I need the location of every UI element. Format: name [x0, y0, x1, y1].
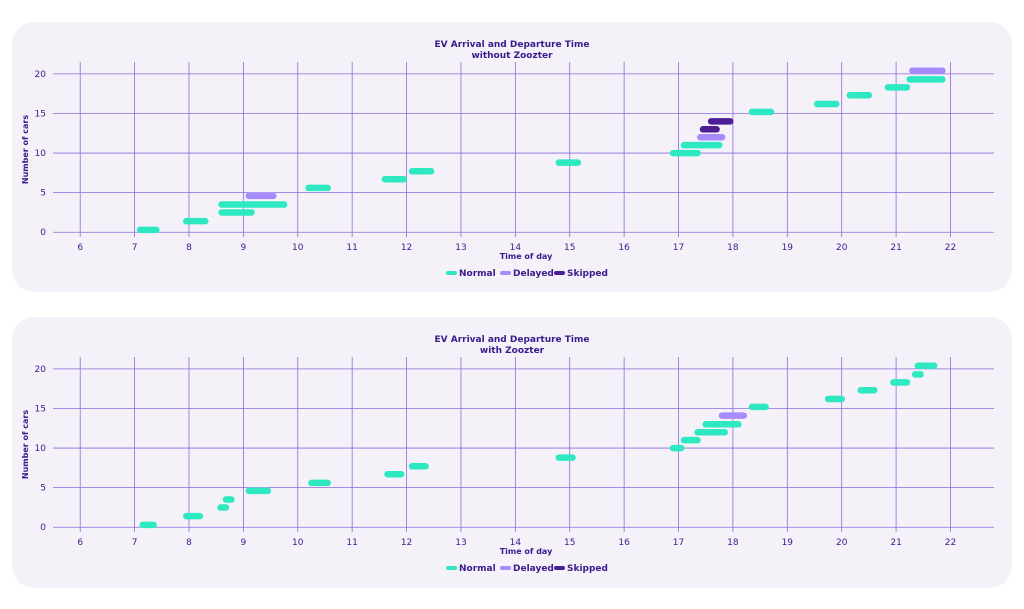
- x-tick-label: 7: [132, 538, 138, 548]
- y-tick-label: 10: [35, 444, 47, 454]
- x-tick-label: 10: [292, 538, 304, 548]
- chart-title: EV Arrival and Departure Time: [434, 335, 589, 345]
- legend-label-normal: Normal: [459, 269, 496, 279]
- x-tick-label: 8: [186, 538, 192, 548]
- x-tick-label: 13: [455, 243, 466, 253]
- x-tick-label: 21: [890, 538, 901, 548]
- x-tick-label: 22: [945, 538, 956, 548]
- y-tick-label: 0: [40, 228, 46, 238]
- x-tick-label: 13: [455, 538, 466, 548]
- x-tick-label: 20: [836, 243, 848, 253]
- x-tick-label: 15: [564, 243, 575, 253]
- chart-subtitle: without Zoozter: [471, 51, 553, 61]
- x-tick-label: 9: [241, 538, 247, 548]
- x-tick-label: 16: [618, 243, 630, 253]
- legend-label-skipped: Skipped: [567, 564, 608, 574]
- y-tick-label: 5: [40, 484, 46, 494]
- x-tick-label: 14: [510, 538, 522, 548]
- x-tick-label: 11: [346, 538, 357, 548]
- x-tick-label: 14: [510, 243, 522, 253]
- chart-title: EV Arrival and Departure Time: [434, 40, 589, 50]
- legend-label-normal: Normal: [459, 564, 496, 574]
- x-tick-label: 17: [673, 538, 684, 548]
- y-tick-label: 20: [35, 365, 47, 375]
- y-axis-label: Number of cars: [21, 115, 30, 184]
- x-tick-label: 10: [292, 243, 304, 253]
- x-tick-label: 6: [77, 243, 83, 253]
- x-tick-label: 6: [77, 538, 83, 548]
- chart-subtitle: with Zoozter: [480, 346, 545, 356]
- x-tick-label: 15: [564, 538, 575, 548]
- x-axis-label: Time of day: [500, 252, 553, 261]
- x-axis-label: Time of day: [500, 547, 553, 556]
- legend-label-delayed: Delayed: [513, 564, 554, 574]
- x-tick-label: 18: [727, 243, 739, 253]
- legend-label-delayed: Delayed: [513, 269, 554, 279]
- x-tick-label: 8: [186, 243, 192, 253]
- x-tick-label: 19: [782, 243, 794, 253]
- x-tick-label: 12: [401, 538, 412, 548]
- chart-panel-with-zoozter: EV Arrival and Departure Time with Zoozte…: [12, 317, 1012, 588]
- x-tick-label: 22: [945, 243, 956, 253]
- chart-panel-without-zoozter: EV Arrival and Departure Time without Zoo…: [12, 22, 1012, 292]
- y-tick-label: 10: [35, 149, 47, 159]
- y-tick-label: 15: [35, 109, 46, 119]
- x-tick-label: 12: [401, 243, 412, 253]
- y-tick-label: 0: [40, 523, 46, 533]
- x-tick-label: 20: [836, 538, 848, 548]
- x-tick-label: 21: [890, 243, 901, 253]
- y-tick-label: 20: [35, 70, 47, 80]
- y-tick-label: 15: [35, 404, 46, 414]
- x-tick-label: 18: [727, 538, 739, 548]
- x-tick-label: 11: [346, 243, 357, 253]
- x-tick-label: 16: [618, 538, 630, 548]
- x-tick-label: 19: [782, 538, 794, 548]
- y-axis-label: Number of cars: [21, 410, 30, 479]
- y-tick-label: 5: [40, 189, 46, 199]
- legend-label-skipped: Skipped: [567, 269, 608, 279]
- x-tick-label: 7: [132, 243, 138, 253]
- x-tick-label: 9: [241, 243, 247, 253]
- x-tick-label: 17: [673, 243, 684, 253]
